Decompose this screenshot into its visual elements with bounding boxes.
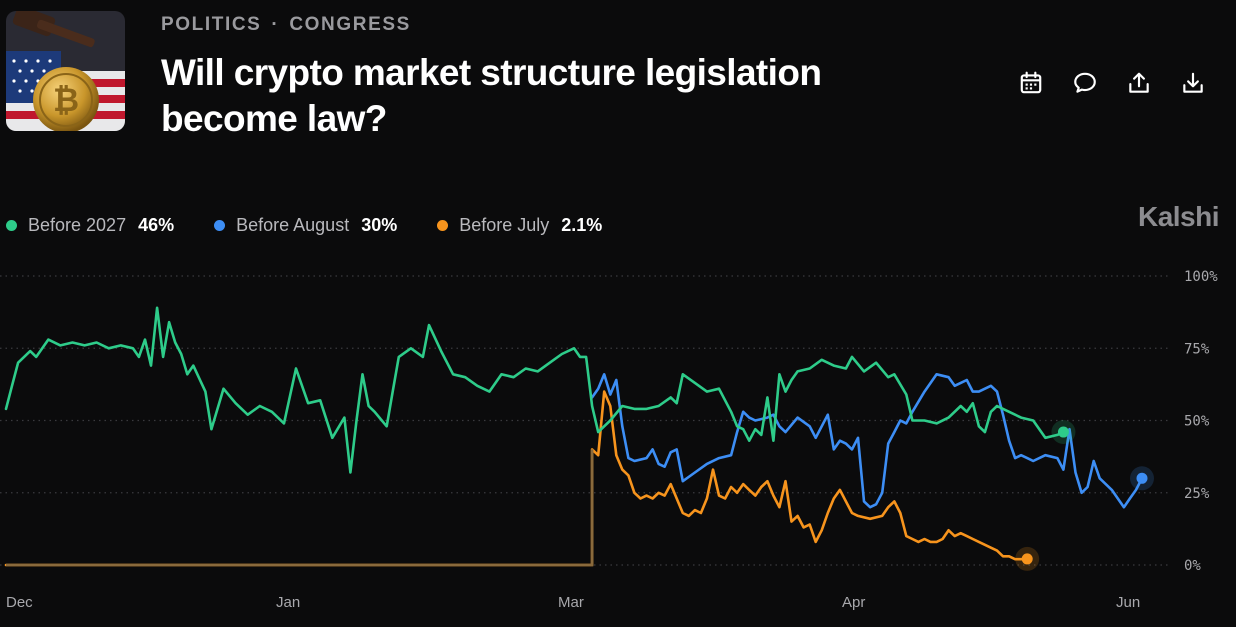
series-end-point bbox=[1136, 472, 1148, 484]
category-breadcrumb: POLITICS · CONGRESS bbox=[161, 14, 411, 36]
kalshi-logo[interactable]: Kalshi bbox=[1137, 201, 1220, 232]
series-end-point bbox=[1021, 553, 1033, 565]
x-tick-label: Jan bbox=[276, 594, 300, 611]
series-line-before-august bbox=[590, 373, 1144, 509]
legend-item-before-july[interactable]: Before July 2.1% bbox=[437, 215, 602, 236]
calendar-button[interactable] bbox=[1016, 68, 1046, 98]
y-tick-label: 25% bbox=[1184, 486, 1210, 502]
breadcrumb-separator: · bbox=[271, 14, 280, 35]
legend-value: 2.1% bbox=[561, 215, 603, 235]
category-label[interactable]: POLITICS bbox=[161, 14, 262, 35]
chart-legend: Before 2027 46% Before August 30% Before… bbox=[6, 215, 642, 236]
calendar-icon bbox=[1020, 71, 1042, 94]
series-line-before-2027 bbox=[4, 306, 1065, 474]
y-tick-label: 75% bbox=[1184, 341, 1210, 357]
y-tick-label: 100% bbox=[1184, 269, 1218, 285]
action-toolbar bbox=[1016, 68, 1208, 98]
market-title: Will crypto market structure legislation… bbox=[161, 52, 822, 139]
download-button[interactable] bbox=[1178, 68, 1208, 98]
legend-dot bbox=[437, 220, 449, 231]
series-end-point bbox=[1057, 426, 1069, 438]
comment-icon bbox=[1074, 72, 1096, 93]
share-button[interactable] bbox=[1124, 68, 1154, 98]
legend-item-before-august[interactable]: Before August 30% bbox=[214, 215, 397, 236]
market-thumbnail: ₿ bbox=[6, 11, 125, 131]
x-tick-label: Jun bbox=[1116, 594, 1140, 611]
download-icon bbox=[1183, 72, 1203, 93]
legend-item-before-2027[interactable]: Before 2027 46% bbox=[6, 215, 174, 236]
svg-text:₿: ₿ bbox=[53, 81, 79, 119]
x-tick-label: Mar bbox=[558, 594, 584, 611]
y-tick-label: 50% bbox=[1184, 414, 1210, 430]
series-line-baseline-segment bbox=[6, 449, 594, 567]
price-history-chart: 100% 75% 50% 25% 0% Dec Jan Mar Apr Jun bbox=[0, 269, 1218, 611]
legend-name: Before August bbox=[236, 215, 350, 235]
x-tick-label: Dec bbox=[6, 594, 33, 611]
market-thumbnail-image: ₿ bbox=[6, 11, 125, 131]
legend-value: 30% bbox=[361, 215, 398, 235]
legend-dot bbox=[214, 220, 226, 231]
comment-button[interactable] bbox=[1070, 68, 1100, 98]
legend-name: Before July bbox=[459, 215, 550, 235]
share-icon bbox=[1129, 72, 1149, 93]
legend-value: 46% bbox=[138, 215, 175, 235]
legend-dot bbox=[6, 220, 17, 231]
series-line-before-july bbox=[4, 390, 1029, 567]
legend-name: Before 2027 bbox=[28, 215, 127, 235]
y-tick-label: 0% bbox=[1184, 558, 1201, 574]
x-tick-label: Apr bbox=[842, 594, 865, 611]
subcategory-label[interactable]: CONGRESS bbox=[289, 14, 411, 35]
